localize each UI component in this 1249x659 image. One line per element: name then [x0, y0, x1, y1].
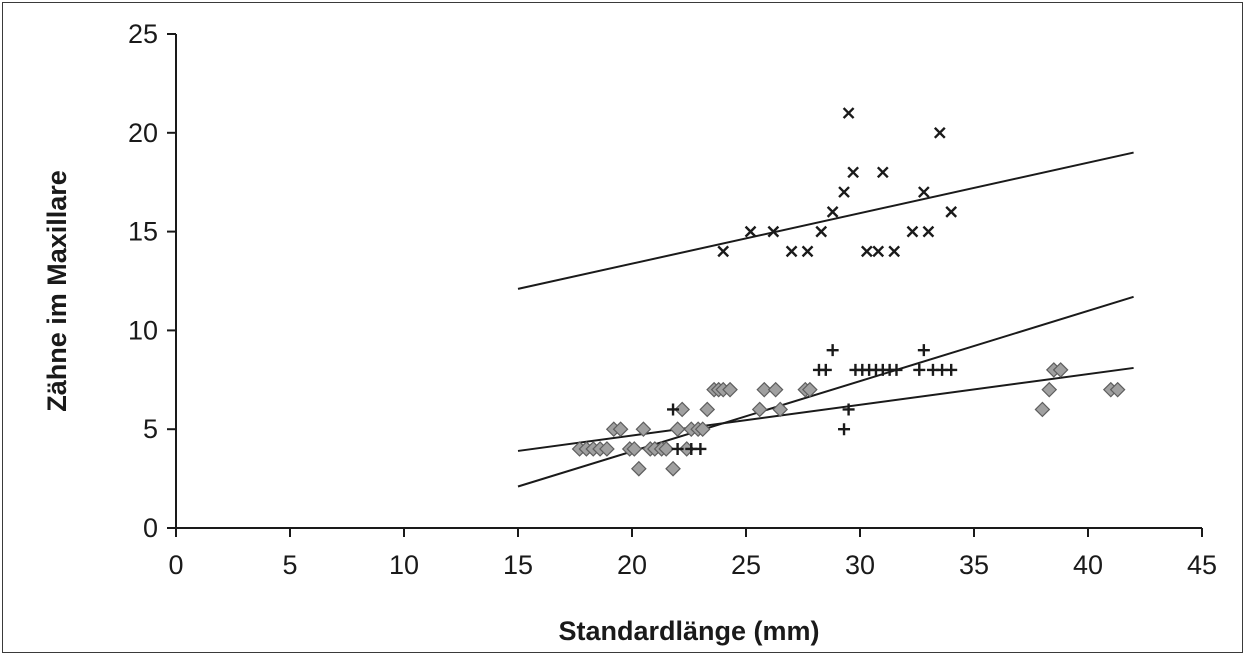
x-axis-title: Standardlänge (mm) — [558, 616, 819, 646]
y-tick-label: 5 — [143, 414, 158, 444]
data-point-x — [826, 205, 839, 218]
data-point-x — [860, 245, 873, 258]
data-point-diamond — [669, 421, 686, 438]
data-point-plus — [671, 442, 684, 455]
data-point-plus — [890, 363, 903, 376]
data-point-diamond — [699, 401, 716, 418]
trendlines — [517, 151, 1134, 488]
data-point-x — [838, 186, 850, 198]
x-tick-label: 30 — [845, 550, 875, 580]
data-point-x — [785, 245, 798, 258]
data-point-diamond — [722, 381, 738, 398]
x-tick-label: 35 — [959, 550, 989, 580]
trendline-x — [517, 151, 1134, 290]
data-point-diamond — [599, 441, 615, 457]
data-point-x — [744, 225, 757, 238]
x-tick-label: 20 — [617, 550, 647, 580]
data-point-x — [872, 245, 885, 258]
data-point-x — [945, 205, 958, 218]
y-tick-label: 0 — [143, 513, 158, 543]
data-point-diamond — [694, 421, 711, 438]
data-point-diamond — [1052, 362, 1069, 378]
x-tick-label: 45 — [1187, 550, 1217, 580]
data-point-plus — [819, 363, 832, 376]
trendline-diamond — [517, 366, 1134, 452]
y-tick-label: 10 — [128, 315, 158, 345]
data-point-plus — [945, 363, 958, 376]
data-point-x — [815, 225, 828, 238]
x-tick-label: 15 — [503, 550, 533, 580]
data-point-plus — [826, 344, 839, 357]
axes: 0 5 10 15 20 25 30 35 40 45 0 5 10 15 20 25 — [128, 19, 1217, 580]
data-point-diamond — [801, 381, 818, 398]
data-point-plus — [667, 403, 680, 416]
data-point-diamond — [630, 460, 647, 477]
data-points — [571, 107, 1126, 477]
data-point-x — [933, 126, 946, 139]
data-point-diamond — [767, 381, 784, 398]
data-point-x — [922, 225, 935, 238]
data-point-x — [717, 245, 730, 258]
x-tick-label: 40 — [1073, 550, 1103, 580]
data-point-diamond — [658, 441, 675, 457]
x-tick-label: 10 — [389, 550, 419, 580]
y-tick-label: 15 — [128, 217, 158, 247]
data-point-diamond — [1034, 401, 1051, 418]
data-point-plus — [913, 363, 926, 376]
data-point-x — [876, 166, 889, 179]
data-point-diamond — [772, 401, 789, 418]
data-point-plus — [838, 423, 851, 436]
data-point-x — [767, 225, 780, 238]
data-point-diamond — [1041, 381, 1058, 398]
data-point-diamond — [612, 421, 629, 438]
data-point-diamond — [751, 401, 768, 418]
data-point-x — [917, 186, 930, 198]
data-point-plus — [694, 442, 707, 455]
data-point-diamond — [635, 421, 652, 438]
data-point-x — [888, 245, 901, 258]
x-tick-label: 0 — [168, 550, 183, 580]
y-tick-label: 25 — [128, 19, 158, 49]
y-tick-label: 20 — [128, 118, 158, 148]
data-point-x — [842, 107, 855, 119]
trendline-+ — [517, 295, 1134, 488]
data-point-x — [906, 225, 919, 238]
data-point-x — [801, 245, 814, 258]
data-point-plus — [842, 403, 855, 416]
data-point-plus — [917, 344, 930, 357]
data-point-x — [847, 166, 860, 179]
data-point-diamond — [674, 401, 691, 418]
data-point-diamond — [626, 441, 643, 457]
data-point-diamond — [1109, 381, 1126, 398]
x-tick-label: 5 — [282, 550, 297, 580]
y-axis-title: Zähne im Maxillare — [42, 170, 72, 412]
x-tick-label: 25 — [731, 550, 761, 580]
data-point-diamond — [665, 460, 681, 477]
data-point-diamond — [756, 381, 773, 398]
